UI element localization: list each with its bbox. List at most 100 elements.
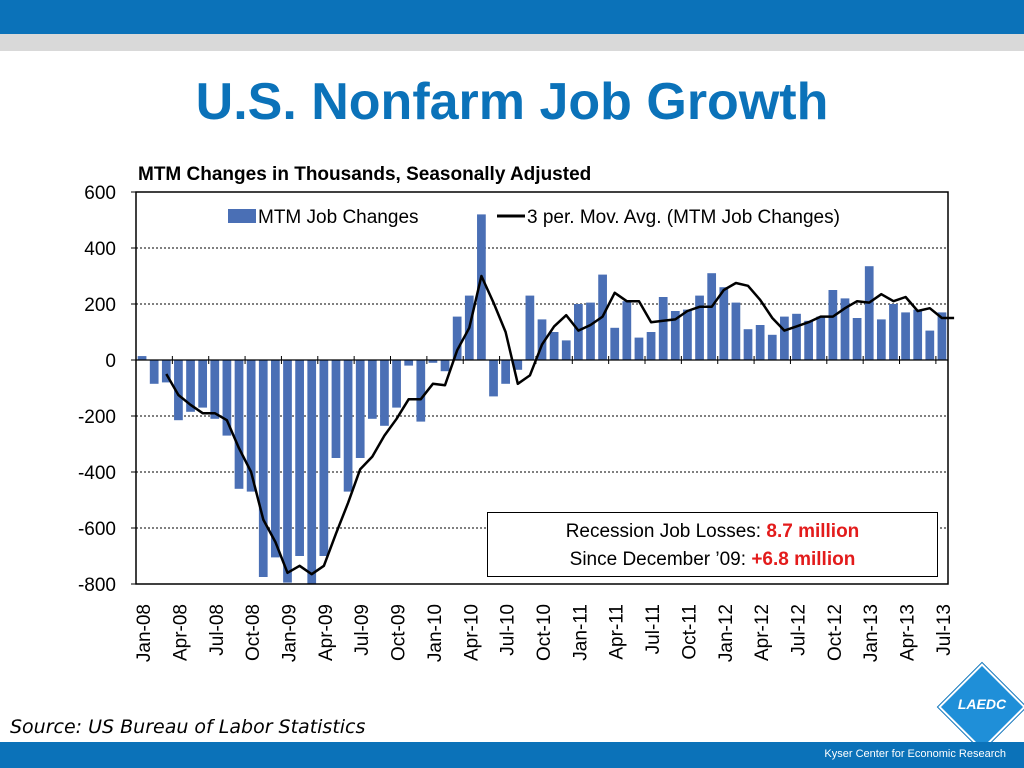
bar (222, 360, 232, 436)
bar (404, 360, 414, 366)
bar (198, 360, 208, 408)
x-tick-label: Jan-13 (861, 604, 882, 662)
bar (416, 360, 426, 422)
plot-border (135, 191, 949, 585)
bar (549, 332, 559, 360)
bar (683, 309, 692, 360)
bar (477, 214, 486, 360)
top-stripe (0, 34, 1024, 51)
bar (634, 337, 644, 360)
x-tick-label: Jul-10 (498, 604, 519, 656)
x-tick-label: Jan-12 (716, 604, 737, 662)
slide-title: U.S. Nonfarm Job Growth (195, 73, 829, 131)
bar (137, 356, 147, 360)
bar (695, 295, 704, 360)
bar (295, 360, 304, 556)
bar (780, 316, 789, 360)
bottom-banner (0, 742, 1024, 768)
callout-line-1: Recession Job Losses: 8.7 million (488, 518, 937, 546)
y-tick-label: 400 (84, 239, 116, 260)
bar (889, 304, 898, 360)
bar (586, 302, 595, 360)
x-tick-label: Jul-12 (789, 604, 810, 656)
footer-credit: Kyser Center for Economic Research (824, 748, 1006, 760)
bar (186, 360, 195, 412)
bar (440, 360, 450, 372)
logo-text: LAEDC (957, 696, 1007, 712)
x-tick-label: Jul-13 (934, 604, 955, 656)
bar (174, 360, 183, 421)
bar (367, 360, 377, 419)
bar (271, 360, 280, 558)
bar (852, 318, 862, 360)
x-tick-label: Apr-10 (461, 604, 482, 661)
bar (307, 360, 317, 584)
x-tick-label: Jul-11 (643, 604, 664, 654)
x-tick-label: Apr-13 (898, 604, 919, 661)
legend-line-label: 3 per. Mov. Avg. (MTM Job Changes) (527, 207, 840, 228)
top-banner (0, 0, 1024, 34)
x-tick-label: Apr-11 (607, 604, 628, 660)
bar (380, 360, 389, 426)
callout-losses-label: Recession Job Losses: (565, 521, 762, 542)
bar (828, 290, 838, 360)
y-tick-label: -200 (78, 407, 116, 428)
bar (804, 320, 813, 360)
bar (149, 360, 159, 384)
y-tick-label: 0 (105, 351, 116, 372)
bar (319, 360, 329, 556)
x-tick-label: Oct-10 (534, 604, 555, 661)
bar (355, 360, 365, 458)
bar (246, 360, 256, 492)
x-tick-label: Jan-11 (570, 604, 591, 661)
callout-since-value: +6.8 million (751, 549, 856, 570)
x-tick-label: Jan-09 (279, 604, 300, 662)
bar (840, 298, 850, 360)
callout-line-2: Since December ’09: +6.8 million (488, 546, 937, 574)
bar (258, 360, 268, 577)
x-tick-label: Apr-09 (316, 604, 337, 661)
bar (925, 330, 935, 360)
bar (561, 340, 571, 360)
bar (731, 302, 741, 360)
bar (719, 287, 729, 360)
bar (937, 312, 947, 360)
bar (210, 360, 220, 419)
bar (743, 329, 753, 360)
bar (573, 304, 583, 360)
legend-bar-swatch (228, 209, 256, 223)
x-tick-label: Jul-09 (352, 604, 373, 656)
bar (658, 297, 668, 360)
x-tick-label: Oct-11 (679, 604, 700, 660)
y-tick-label: -600 (78, 519, 116, 540)
bar (392, 360, 401, 408)
chart-title: MTM Changes in Thousands, Seasonally Adj… (138, 164, 591, 185)
callout-since-label: Since December ’09: (569, 549, 747, 570)
x-tick-label: Apr-12 (752, 604, 773, 661)
bar (755, 325, 765, 360)
bar (610, 327, 620, 360)
bar (537, 319, 547, 360)
bar (331, 360, 341, 458)
bar (234, 360, 244, 489)
bar (767, 334, 777, 360)
recession-callout: Recession Job Losses: 8.7 million Since … (487, 512, 938, 577)
bar (792, 313, 801, 360)
bar (864, 266, 874, 360)
bar (343, 360, 353, 492)
bar (913, 309, 923, 360)
bar (646, 332, 656, 360)
x-tick-label: Oct-09 (389, 604, 410, 661)
y-tick-label: -400 (78, 463, 116, 484)
x-tick-label: Apr-08 (170, 604, 191, 661)
bar (707, 273, 717, 360)
job-growth-chart: MTM Changes in Thousands, Seasonally Adj… (78, 164, 955, 662)
bar (816, 316, 826, 360)
x-tick-label: Jan-10 (425, 604, 446, 662)
bar (622, 301, 632, 360)
x-tick-label: Oct-12 (825, 604, 846, 661)
legend-bar-label: MTM Job Changes (258, 207, 419, 228)
source-note: Source: US Bureau of Labor Statistics (10, 716, 366, 738)
y-tick-label: -800 (78, 575, 116, 596)
y-tick-label: 200 (84, 295, 116, 316)
